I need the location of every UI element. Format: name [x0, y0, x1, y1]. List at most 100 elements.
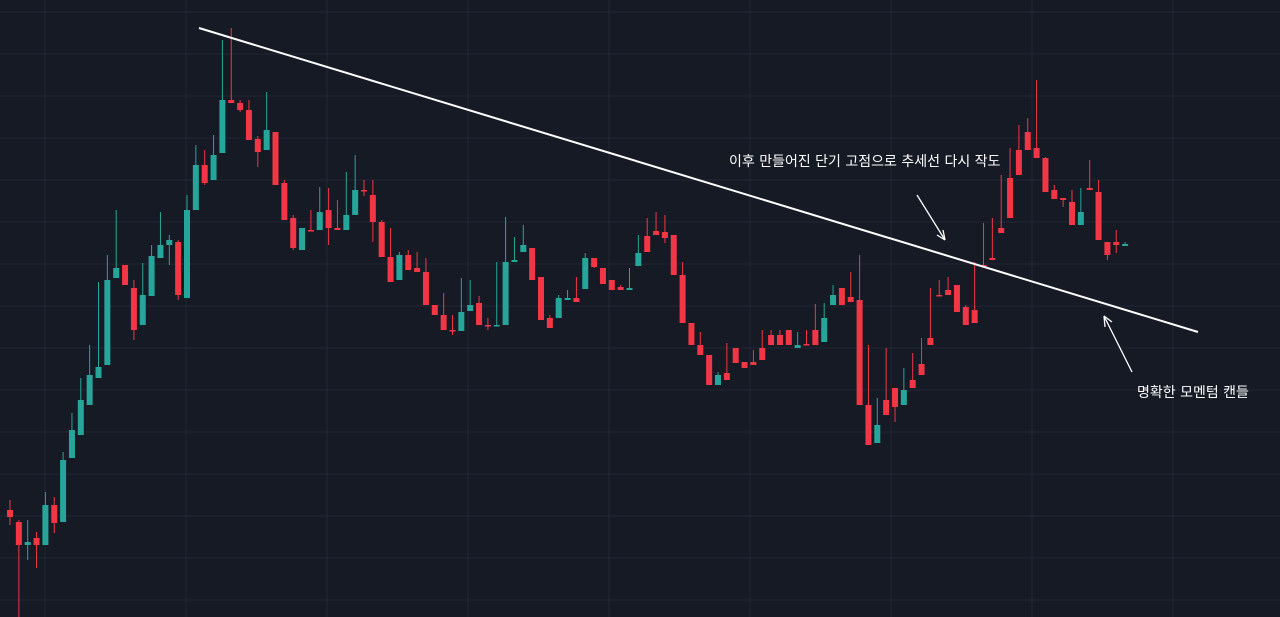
annotation-retouch-arrow	[916, 194, 946, 241]
candle	[51, 497, 58, 533]
candle-body	[68, 430, 75, 458]
candle-body	[245, 110, 252, 140]
candle	[653, 212, 660, 235]
candle-body	[989, 258, 996, 260]
candle-body	[228, 100, 235, 103]
trendline[interactable]	[198, 27, 1199, 333]
candle-body	[520, 245, 527, 252]
candle	[962, 305, 969, 325]
candle-body	[830, 295, 837, 305]
candle	[741, 362, 748, 368]
candle-body	[77, 400, 84, 435]
candle-body	[723, 373, 730, 380]
candle	[502, 217, 509, 325]
candle-body	[661, 232, 668, 238]
candle-body	[591, 258, 598, 267]
candle	[458, 278, 465, 331]
candle	[484, 318, 491, 330]
candle-body	[24, 542, 31, 545]
candle	[86, 345, 93, 405]
candle	[582, 253, 589, 289]
candle	[918, 338, 925, 375]
candle-body	[971, 310, 978, 323]
candle	[184, 195, 190, 298]
candle	[42, 492, 49, 545]
candle	[1086, 160, 1093, 190]
candle	[440, 293, 447, 330]
candle-body	[237, 103, 244, 110]
candle	[272, 132, 279, 185]
candle-body	[166, 240, 173, 245]
candle-body	[493, 325, 500, 327]
candle	[467, 280, 474, 311]
candle-body	[1007, 178, 1014, 218]
candle	[670, 235, 677, 275]
candle-body	[33, 538, 40, 545]
candle-body	[1113, 242, 1120, 245]
candle	[281, 180, 288, 220]
candle	[431, 305, 438, 315]
candle-body	[352, 190, 359, 215]
candle	[661, 215, 668, 243]
candle-body	[307, 230, 314, 232]
candle-body	[175, 242, 182, 295]
candle-body	[768, 335, 775, 345]
candle-body	[874, 425, 881, 443]
candle	[617, 285, 624, 290]
candle	[68, 413, 75, 458]
candle	[24, 520, 31, 560]
annotation-momentum-arrow	[1103, 315, 1133, 373]
candle-body	[918, 364, 925, 375]
candle	[493, 262, 500, 327]
candle-body	[856, 300, 863, 405]
candle	[1024, 118, 1031, 150]
candle-body	[1104, 242, 1111, 255]
candle	[334, 200, 341, 230]
candle	[148, 245, 155, 296]
candle-body	[962, 307, 969, 325]
candle-body	[538, 277, 544, 320]
annotation-momentum-arrowhead	[1103, 315, 1113, 328]
candle-body	[449, 330, 456, 332]
candle-body	[299, 228, 306, 250]
candle	[812, 304, 819, 345]
candle-body	[122, 265, 129, 285]
candle	[998, 175, 1005, 233]
candle-body	[184, 210, 190, 298]
candle	[139, 263, 146, 325]
annotation-retouch-text: 이후 만들어진 단기 고점으로 추세선 다시 작도	[729, 154, 1001, 170]
candle-body	[476, 303, 483, 325]
candle-body	[201, 165, 208, 183]
candle	[422, 258, 429, 305]
candle	[883, 348, 890, 415]
candle	[546, 315, 553, 328]
candle-body	[95, 367, 102, 378]
candle-body	[281, 183, 288, 220]
candle-body	[617, 287, 624, 290]
candle	[245, 100, 252, 140]
candle	[157, 212, 164, 258]
candle-body	[369, 195, 376, 222]
candle	[263, 92, 270, 150]
candle-body	[1122, 244, 1129, 246]
candle-body	[254, 139, 261, 152]
candle	[538, 277, 544, 320]
candle	[785, 330, 792, 345]
candle-body	[892, 388, 898, 407]
candle	[821, 303, 828, 342]
candle-body	[847, 297, 854, 302]
candle	[945, 277, 952, 295]
candle-body	[414, 268, 421, 272]
candle	[759, 330, 766, 360]
candle	[237, 100, 244, 112]
candle-body	[130, 288, 137, 330]
candle-body	[653, 231, 660, 235]
candle-body	[803, 344, 810, 346]
candle-body	[599, 268, 606, 284]
candle	[599, 268, 606, 284]
candle	[688, 323, 695, 345]
candle-body	[626, 288, 633, 290]
candle	[60, 452, 67, 522]
candle-body	[759, 348, 766, 360]
